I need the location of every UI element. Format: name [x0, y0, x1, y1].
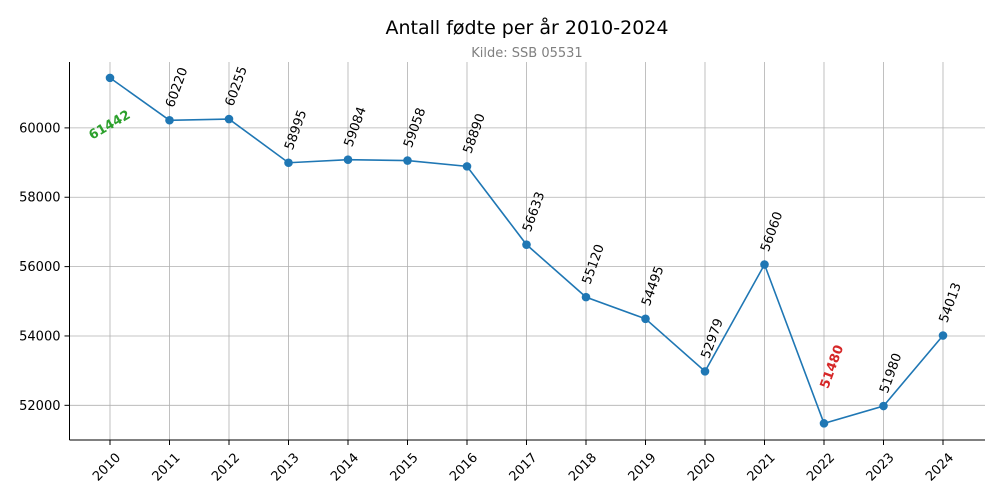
x-tick-label: 2017: [507, 450, 541, 484]
axes: [69, 62, 985, 441]
data-point: [403, 156, 412, 165]
data-point: [522, 240, 531, 249]
data-label: 56060: [758, 210, 786, 254]
chart-subtitle: Kilde: SSB 05531: [471, 46, 582, 61]
data-point: [224, 114, 234, 124]
x-tick-label: 2015: [388, 450, 422, 484]
data-point: [284, 158, 293, 168]
x-tick-label: 2016: [447, 450, 481, 484]
y-tick-label: 52000: [19, 399, 60, 414]
data-point: [462, 162, 472, 171]
x-tick-label: 2013: [269, 450, 303, 484]
x-tick-label: 2023: [864, 450, 898, 484]
y-tick-label: 58000: [19, 191, 60, 206]
data-label: 51480: [818, 343, 848, 391]
data-label: 54495: [639, 264, 667, 308]
data-label: 56633: [520, 190, 548, 234]
data-label: 55120: [580, 242, 608, 286]
data-label: 58890: [461, 112, 489, 156]
data-label: 59084: [342, 105, 370, 149]
x-tick-label: 2019: [626, 450, 660, 484]
series-layer: [105, 73, 948, 428]
x-tick-label: 2014: [328, 450, 362, 484]
x-tick-label: 2024: [923, 450, 957, 484]
data-point: [760, 260, 769, 269]
x-tick-label: 2018: [566, 450, 600, 484]
y-tick-label: 54000: [19, 329, 60, 344]
y-tick-label: 56000: [19, 260, 60, 275]
data-label: 60220: [163, 66, 191, 110]
tick-layer: 2010 2011 2012 2013 2014 2015 2016 2017 2018 2019…: [19, 121, 957, 484]
data-point: [641, 314, 650, 324]
x-tick-label: 2021: [745, 450, 779, 484]
x-tick-label: 2020: [685, 450, 719, 484]
data-label: 60255: [223, 64, 251, 108]
data-point: [343, 155, 353, 164]
x-tick-label: 2011: [150, 450, 184, 484]
x-tick-label: 2022: [804, 450, 838, 484]
data-point: [581, 292, 591, 302]
x-tick-label: 2010: [90, 450, 124, 484]
data-label: 58995: [282, 108, 310, 152]
data-point: [938, 331, 948, 340]
data-point: [105, 73, 115, 83]
data-point: [165, 115, 174, 125]
data-point: [819, 419, 829, 428]
grid-layer: [69, 62, 985, 440]
data-point: [879, 401, 888, 411]
x-tick-label: 2012: [209, 450, 243, 484]
y-tick-label: 60000: [19, 121, 60, 136]
data-label: 54013: [937, 281, 965, 325]
chart-title: Antall fødte per år 2010-2024: [386, 16, 669, 39]
data-label: 51980: [877, 351, 905, 395]
data-point: [700, 367, 710, 376]
